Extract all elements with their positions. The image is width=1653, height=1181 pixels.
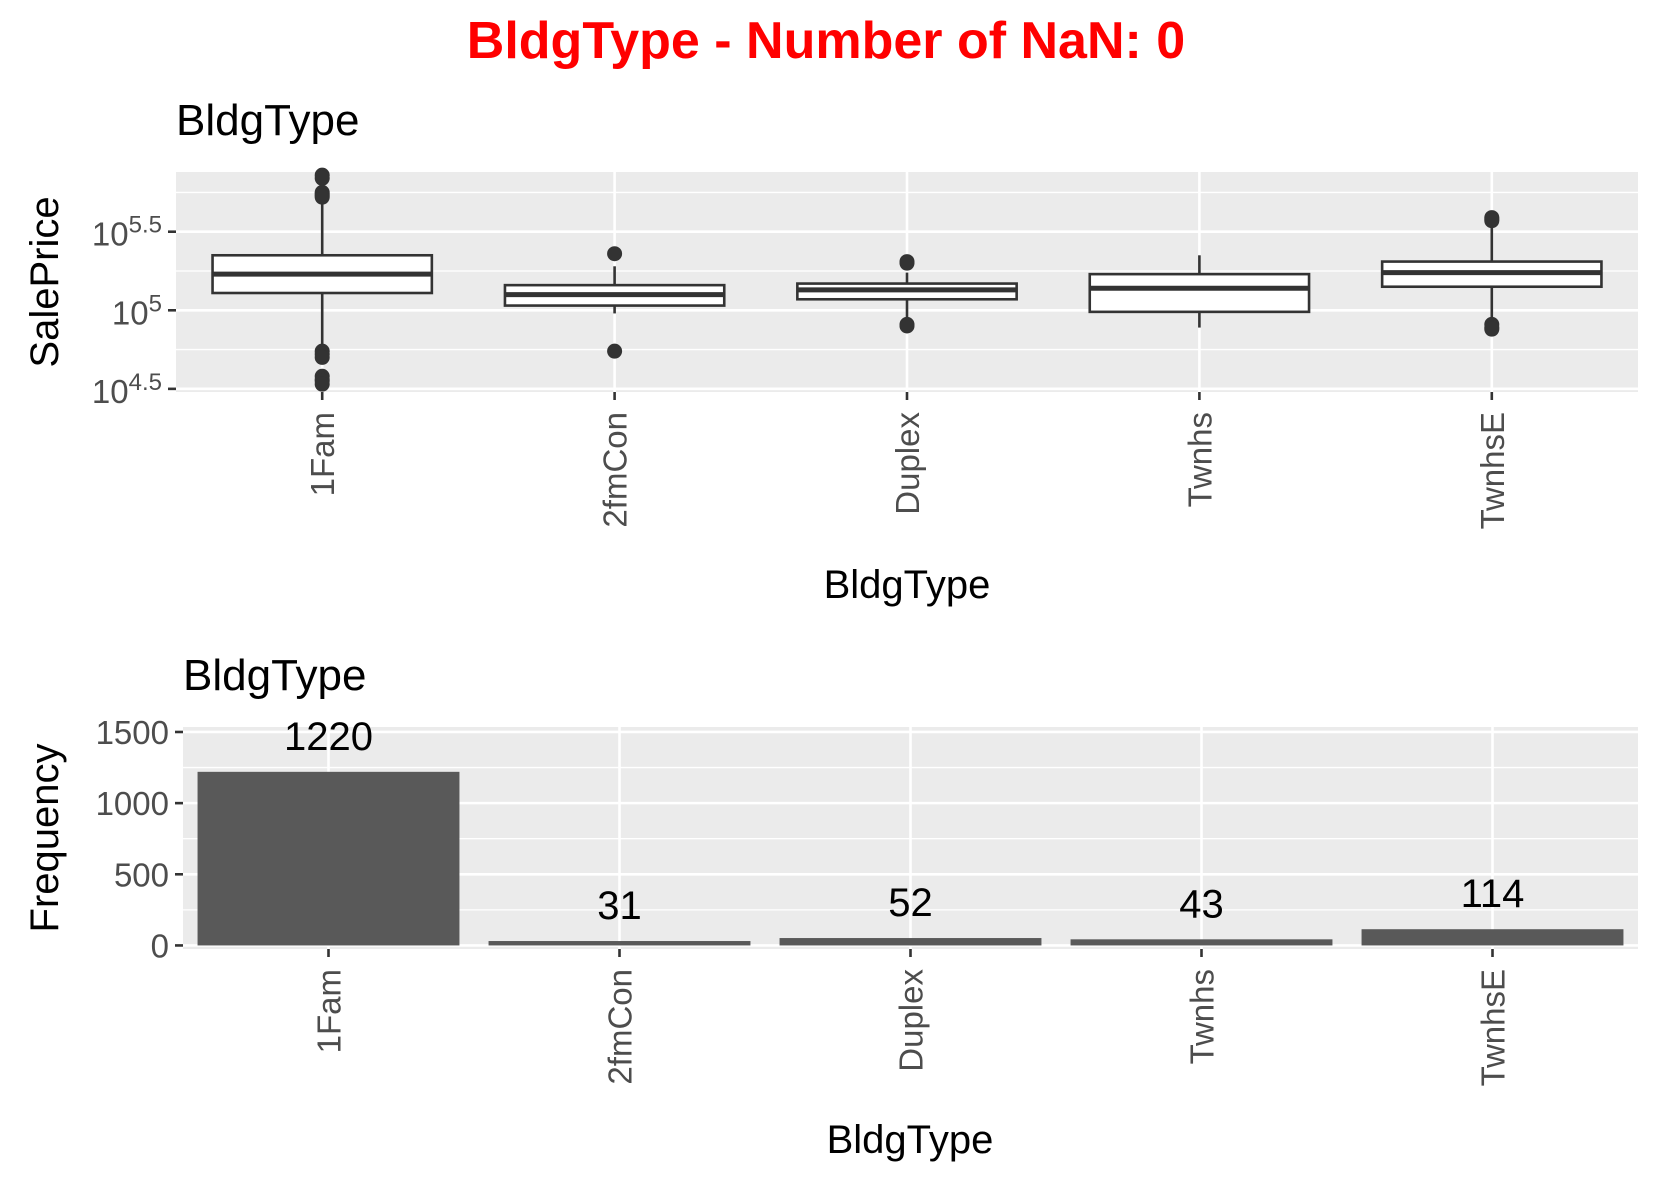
x-tick-label: TwnhsE xyxy=(1474,412,1511,529)
x-tick-label: Duplex xyxy=(893,969,930,1072)
outlier-point xyxy=(899,318,915,334)
box-2fmCon xyxy=(503,246,726,359)
bar-marks: 1220 31 52 43 114 xyxy=(197,715,1624,946)
bar-y-axis: 0 500 1000 1500 xyxy=(96,714,183,964)
box-TwnhsE xyxy=(1380,210,1603,337)
box-body xyxy=(1088,272,1311,314)
box-Twnhs xyxy=(1088,255,1311,328)
outlier-point xyxy=(314,349,330,365)
data-label: 114 xyxy=(1461,872,1525,916)
boxplot-y-axis: 104.5 105 105.5 xyxy=(92,211,176,410)
bar-Duplex xyxy=(779,938,1042,946)
data-label: 43 xyxy=(1179,882,1224,926)
outlier-point xyxy=(314,189,330,205)
page-title: BldgType - Number of NaN: 0 xyxy=(467,12,1185,70)
outlier-point xyxy=(607,246,623,262)
x-tick-label: Twnhs xyxy=(1184,969,1221,1064)
bar-y-label: Frequency xyxy=(23,744,67,933)
x-tick-label: 1Fam xyxy=(304,412,341,496)
boxplot-y-label: SalePrice xyxy=(23,196,67,367)
bar-title: BldgType xyxy=(183,651,366,700)
y-tick-label: 1000 xyxy=(96,785,169,822)
outlier-point xyxy=(607,343,623,359)
bar-x-axis: 1Fam 2fmCon Duplex Twnhs TwnhsE xyxy=(311,949,1512,1086)
x-tick-label: 2fmCon xyxy=(602,969,639,1085)
boxplot-x-label: BldgType xyxy=(824,563,991,607)
x-tick-label: TwnhsE xyxy=(1475,969,1512,1086)
data-label: 1220 xyxy=(284,715,373,759)
boxplot-title: BldgType xyxy=(176,96,359,145)
y-tick-label: 104.5 xyxy=(92,368,162,410)
bar-TwnhsE xyxy=(1361,929,1624,946)
bar-Twnhs xyxy=(1070,939,1333,946)
outlier-point xyxy=(314,376,330,392)
boxplot-chart: BldgType 104.5 105 105.5 1Fam 2fmCon Duplex T… xyxy=(23,96,1638,607)
bar-2fmCon xyxy=(488,941,751,946)
bar-1Fam xyxy=(197,771,460,946)
data-label: 31 xyxy=(597,884,642,928)
outlier-point xyxy=(1484,321,1500,337)
bar-x-label: BldgType xyxy=(827,1118,994,1162)
data-label: 52 xyxy=(888,881,933,925)
boxplot-x-axis: 1Fam 2fmCon Duplex Twnhs TwnhsE xyxy=(304,392,1511,529)
y-tick-label: 0 xyxy=(151,927,169,964)
y-tick-label: 500 xyxy=(114,856,169,893)
box-1Fam xyxy=(211,167,434,392)
outlier-point xyxy=(314,170,330,186)
x-tick-label: 1Fam xyxy=(311,969,348,1053)
x-tick-label: Twnhs xyxy=(1181,412,1218,507)
outlier-point xyxy=(1484,213,1500,229)
outlier-point xyxy=(899,255,915,271)
bar-chart: BldgType 1220 31 52 43 114 0 500 1000 1500 1Fam… xyxy=(23,651,1638,1162)
boxplot-marks xyxy=(211,167,1603,392)
x-tick-label: Duplex xyxy=(889,412,926,515)
y-tick-label: 105.5 xyxy=(92,211,162,253)
y-tick-label: 105 xyxy=(112,290,162,332)
box-Duplex xyxy=(796,254,1018,334)
y-tick-label: 1500 xyxy=(96,714,169,751)
x-tick-label: 2fmCon xyxy=(597,412,634,528)
